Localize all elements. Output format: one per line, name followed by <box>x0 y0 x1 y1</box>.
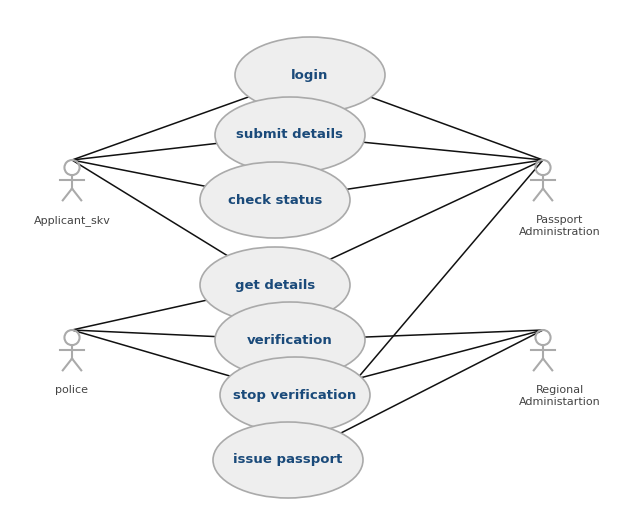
Text: login: login <box>291 68 329 81</box>
Ellipse shape <box>215 302 365 378</box>
Text: check status: check status <box>228 194 322 206</box>
Text: stop verification: stop verification <box>233 388 356 402</box>
Text: Regional
Administartion: Regional Administartion <box>519 385 601 406</box>
Text: verification: verification <box>247 333 333 346</box>
Text: submit details: submit details <box>236 129 343 142</box>
Text: get details: get details <box>235 278 315 291</box>
Text: issue passport: issue passport <box>233 454 343 467</box>
Ellipse shape <box>235 37 385 113</box>
Ellipse shape <box>220 357 370 433</box>
Text: Applicant_skv: Applicant_skv <box>33 215 110 226</box>
Ellipse shape <box>200 162 350 238</box>
Text: police: police <box>56 385 89 395</box>
Ellipse shape <box>213 422 363 498</box>
Ellipse shape <box>200 247 350 323</box>
Ellipse shape <box>215 97 365 173</box>
Text: Passport
Administration: Passport Administration <box>519 215 601 237</box>
